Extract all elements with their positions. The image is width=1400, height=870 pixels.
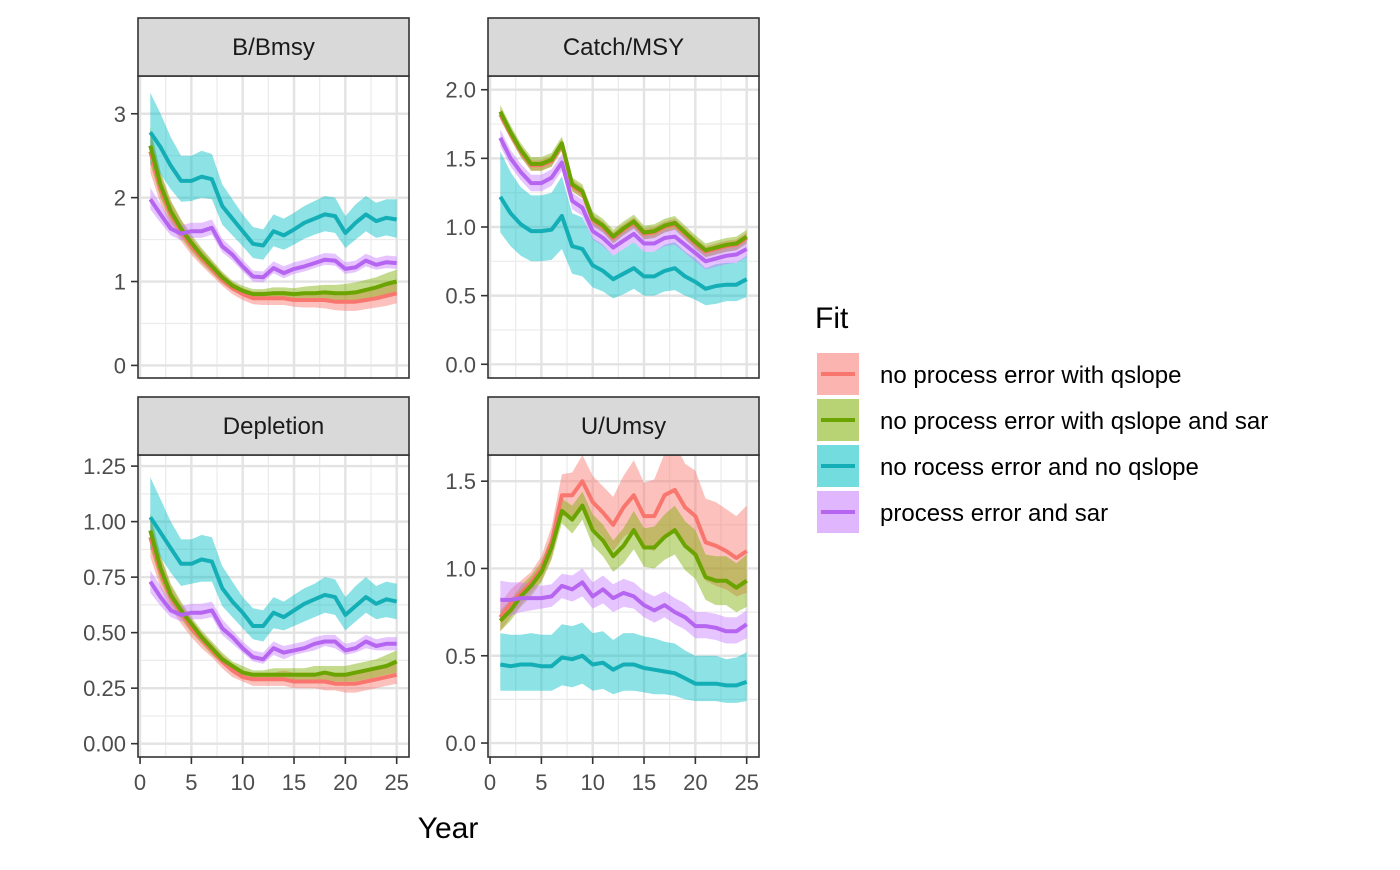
x-tick-label: 0 — [134, 770, 146, 795]
y-tick-label: 1.0 — [445, 215, 476, 240]
x-tick-label: 5 — [535, 770, 547, 795]
series-line-s3 — [148, 198, 397, 280]
y-tick-label: 1.5 — [445, 469, 476, 494]
facet-title: B/Bmsy — [232, 34, 315, 61]
x-tick-label: 25 — [734, 770, 758, 795]
panel-background — [138, 76, 409, 378]
x-tick-label: 20 — [683, 770, 707, 795]
facet-title: Catch/MSY — [563, 34, 684, 61]
x-tick-label: 10 — [230, 770, 254, 795]
y-tick-label: 0.5 — [445, 644, 476, 669]
legend-entry: no process error with qslope and sar — [817, 399, 1268, 441]
x-axis-title: Year — [418, 812, 479, 845]
facet-title: Depletion — [223, 413, 324, 440]
facet-strip — [487, 17, 760, 77]
legend-title: Fit — [815, 302, 849, 335]
y-tick-label: 0.25 — [83, 676, 126, 701]
ribbon-s1 — [150, 512, 397, 682]
series-line-s0 — [148, 150, 398, 304]
panel-2: Catch/MSY 0.0 0.5 1.0 1.5 2.0 — [445, 17, 760, 379]
legend-entry: no rocess error and no qslope — [817, 445, 1199, 487]
y-tick-label: 0.00 — [83, 732, 126, 757]
ribbon-s1 — [150, 127, 397, 302]
ribbon-s1 — [500, 491, 747, 632]
series-line-s2 — [499, 653, 748, 688]
x-tick-label: 15 — [282, 770, 306, 795]
legend-label: no process error with qslope — [880, 362, 1181, 389]
series-line-s1 — [498, 503, 748, 623]
x-tick-label: 5 — [185, 770, 197, 795]
ribbon-s0 — [500, 442, 747, 632]
series-line-s3 — [498, 136, 748, 264]
x-tick-label: 0 — [484, 770, 496, 795]
x-tick-label: 25 — [384, 770, 408, 795]
y-tick-label: 3 — [114, 102, 126, 127]
y-tick-label: 0.0 — [445, 352, 476, 377]
series-line-s1 — [148, 529, 398, 677]
x-tick-label: 10 — [580, 770, 604, 795]
panel-background — [138, 455, 409, 757]
y-tick-label: 0.0 — [445, 731, 476, 756]
facet-title: U/Umsy — [581, 413, 666, 440]
y-tick-label: 1 — [114, 270, 126, 295]
facet-strip — [487, 396, 760, 456]
y-tick-label: 0.5 — [445, 284, 476, 309]
panel-3: Depletion 0.00 0.25 0.50 0.75 1.00 1.25 0 5 10 15 2… — [83, 396, 410, 795]
y-tick-label: 1.00 — [83, 510, 126, 535]
series-line-s3 — [148, 580, 397, 662]
y-tick-label: 0.75 — [83, 565, 126, 590]
x-tick-label: 15 — [632, 770, 656, 795]
legend-label: process error and sar — [880, 500, 1108, 527]
ribbon-s2 — [500, 151, 747, 306]
legend-entry: no process error with qslope — [817, 353, 1181, 395]
legend-entries: no process error with qslope no process e… — [817, 353, 1268, 533]
y-tick-label: 2.0 — [445, 78, 476, 103]
legend-label: no rocess error and no qslope — [880, 454, 1199, 481]
facet-strip — [137, 396, 410, 456]
panel-4: U/Umsy 0.0 0.5 1.0 1.5 0 5 10 15 20 25 — [445, 396, 760, 795]
facet-strip — [137, 17, 410, 77]
series-line-s2 — [148, 516, 398, 628]
y-tick-label: 1.5 — [445, 146, 476, 171]
series-line-s0 — [148, 536, 398, 686]
y-tick-label: 0 — [114, 353, 126, 378]
series-line-s1 — [148, 145, 398, 297]
y-tick-label: 2 — [114, 186, 126, 211]
legend-label: no process error with qslope and sar — [880, 408, 1268, 435]
series-line-s2 — [498, 195, 748, 291]
series-line-s2 — [148, 131, 398, 248]
panels: B/Bmsy 0 1 2 3 Catch/MSY 0.0 0.5 1.0 1.5 2.0 Deplet… — [83, 17, 760, 795]
y-tick-label: 1.25 — [83, 454, 126, 479]
series-line-s1 — [498, 110, 748, 253]
legend-entry: process error and sar — [817, 491, 1108, 533]
y-tick-label: 1.0 — [445, 556, 476, 581]
series-line-s3 — [500, 580, 748, 634]
panel-1: B/Bmsy 0 1 2 3 — [114, 17, 410, 379]
x-tick-label: 20 — [333, 770, 357, 795]
y-tick-label: 0.50 — [83, 621, 126, 646]
